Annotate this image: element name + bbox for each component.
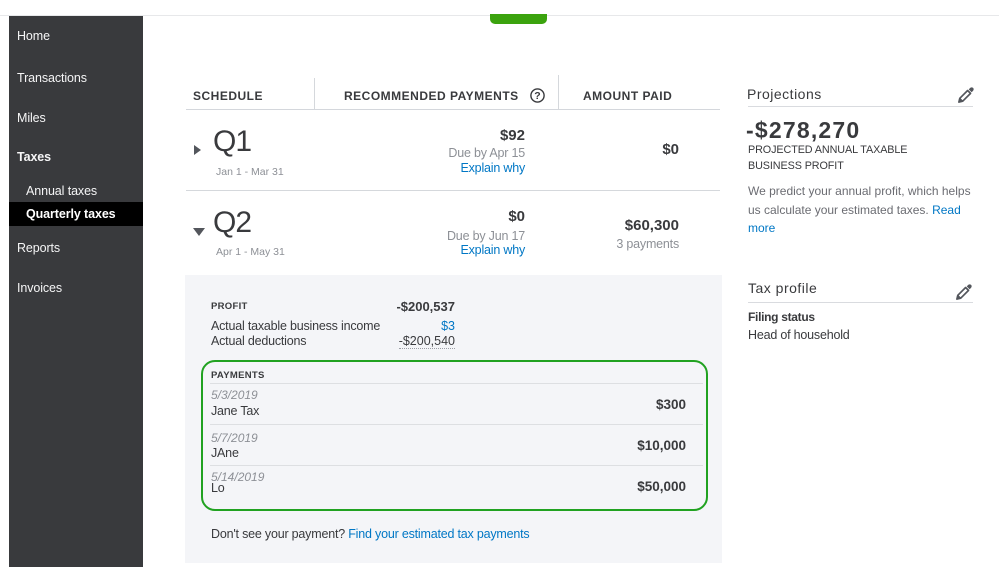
svg-text:?: ? xyxy=(534,90,540,102)
